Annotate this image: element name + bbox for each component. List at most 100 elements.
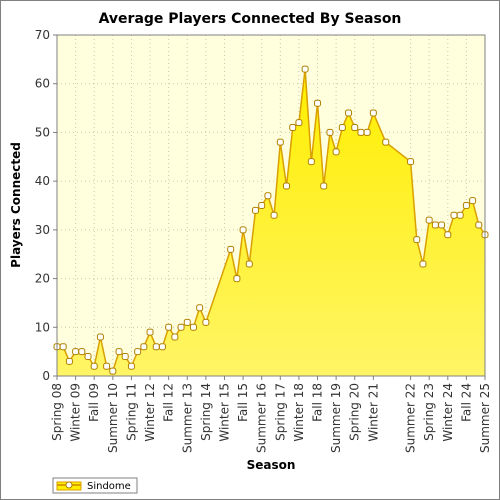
- x-tick-label: Summer 10: [106, 383, 120, 453]
- y-axis-title: Players Connected: [9, 142, 23, 268]
- data-point: [314, 99, 322, 107]
- x-tick-label: Fall 24: [459, 383, 473, 422]
- data-point: [301, 65, 309, 73]
- data-point: [239, 226, 247, 234]
- plot-border: [56, 34, 486, 377]
- y-tick-label: 60: [35, 77, 50, 91]
- data-point: [202, 318, 210, 326]
- data-point: [413, 236, 421, 244]
- x-tick-label: Summer 13: [180, 383, 194, 453]
- y-tick-label: 70: [35, 28, 50, 42]
- data-point: [357, 128, 365, 136]
- data-point: [103, 362, 111, 370]
- x-tick-label: Fall 12: [162, 383, 176, 422]
- x-tick-label: Winter 15: [217, 383, 231, 442]
- series-area-sindome: [57, 69, 485, 376]
- data-point: [444, 231, 452, 239]
- y-tick-label: 40: [35, 174, 50, 188]
- data-point: [251, 206, 259, 214]
- data-point: [127, 362, 135, 370]
- data-point: [425, 216, 433, 224]
- legend-swatch-marker: [65, 481, 73, 489]
- data-point: [84, 353, 92, 361]
- data-point: [134, 348, 142, 356]
- x-tick-label: Winter 24: [441, 383, 455, 442]
- data-point: [382, 138, 390, 146]
- data-point: [171, 333, 179, 341]
- data-point: [72, 348, 80, 356]
- y-tick-label: 30: [35, 223, 50, 237]
- data-point: [450, 211, 458, 219]
- data-point: [289, 124, 297, 132]
- data-point: [140, 343, 148, 351]
- data-point: [96, 333, 104, 341]
- y-tick-label: 50: [35, 125, 50, 139]
- data-point: [165, 323, 173, 331]
- x-tick-label: Winter 21: [366, 383, 380, 442]
- data-point: [90, 362, 98, 370]
- chart-title: Average Players Connected By Season: [99, 11, 402, 27]
- data-point: [369, 109, 377, 117]
- data-point: [407, 158, 415, 166]
- data-point: [462, 202, 470, 209]
- data-point: [438, 221, 446, 229]
- data-point: [276, 138, 284, 146]
- data-point: [59, 343, 67, 351]
- data-point: [475, 221, 483, 229]
- data-point: [351, 124, 359, 132]
- data-point: [115, 348, 123, 356]
- data-point: [264, 192, 272, 200]
- x-tick-label: Fall 18: [311, 383, 325, 422]
- x-tick-label: Winter 12: [143, 383, 157, 442]
- x-tick-label: Spring 17: [273, 383, 287, 441]
- y-tick-label: 10: [35, 320, 50, 334]
- x-tick-label: Summer 25: [478, 383, 492, 453]
- data-point: [363, 128, 371, 136]
- data-point: [270, 211, 278, 219]
- data-point: [469, 197, 477, 205]
- y-tick-label: 0: [42, 369, 50, 383]
- x-tick-label: Summer 16: [255, 383, 269, 453]
- data-point: [227, 245, 235, 253]
- data-point: [338, 124, 346, 132]
- data-point: [78, 348, 86, 356]
- data-point: [183, 318, 191, 326]
- data-point: [189, 323, 197, 331]
- data-point: [109, 367, 117, 375]
- plot-area: 0 10 20 30 40 50 60 70 Spring 08 Winter 09 Fall 09…: [35, 28, 492, 453]
- x-tick-label: Spring 23: [422, 383, 436, 441]
- x-tick-label: Summer 19: [329, 383, 343, 453]
- x-tick-label: Winter 18: [292, 383, 306, 442]
- data-point: [320, 182, 328, 190]
- data-point: [152, 343, 160, 351]
- data-point: [345, 109, 353, 117]
- data-point: [332, 148, 340, 156]
- data-point: [431, 221, 439, 229]
- data-point: [146, 328, 154, 336]
- x-tick-label: Spring 20: [348, 383, 362, 441]
- data-point: [419, 260, 427, 268]
- data-point: [326, 128, 334, 136]
- data-point: [258, 202, 266, 209]
- x-tick-label: Spring 14: [199, 383, 213, 441]
- x-axis-title: Season: [247, 458, 296, 472]
- x-tick-label: Spring 11: [124, 383, 138, 441]
- data-point: [233, 275, 241, 283]
- data-point: [158, 343, 166, 351]
- x-tick-label: Spring 08: [50, 383, 64, 441]
- data-point: [307, 158, 315, 166]
- y-tick-label: 20: [35, 272, 50, 286]
- data-point: [196, 304, 204, 312]
- data-point: [456, 211, 464, 219]
- data-point: [245, 260, 253, 268]
- data-point: [65, 357, 73, 365]
- x-tick-label: Summer 22: [404, 383, 418, 453]
- data-point: [121, 353, 129, 361]
- x-tick-label: Winter 09: [69, 383, 83, 442]
- legend-label-sindome: Sindome: [87, 481, 131, 492]
- legend: Sindome: [52, 477, 138, 494]
- data-point: [283, 182, 291, 190]
- data-point: [295, 119, 303, 127]
